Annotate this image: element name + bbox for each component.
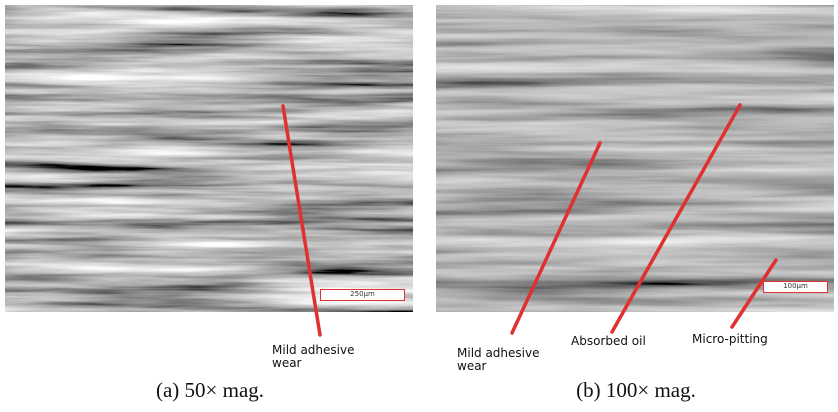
pointer-line: [512, 143, 600, 333]
pointer-line: [283, 106, 320, 335]
annotation: Mild adhesive wear: [272, 344, 362, 370]
caption: (b) 100× mag.: [536, 378, 736, 403]
caption: (a) 50× mag.: [110, 378, 310, 403]
annotation-lines: [0, 0, 838, 412]
figure: 250µm 100µm Mild adhesive wear Mild adhe…: [0, 0, 838, 412]
annotation: Mild adhesive wear: [457, 347, 547, 373]
pointer-line: [612, 105, 740, 332]
annotation: Micro-pitting: [692, 333, 768, 346]
pointer-line: [732, 260, 776, 327]
annotation: Absorbed oil: [571, 335, 646, 348]
